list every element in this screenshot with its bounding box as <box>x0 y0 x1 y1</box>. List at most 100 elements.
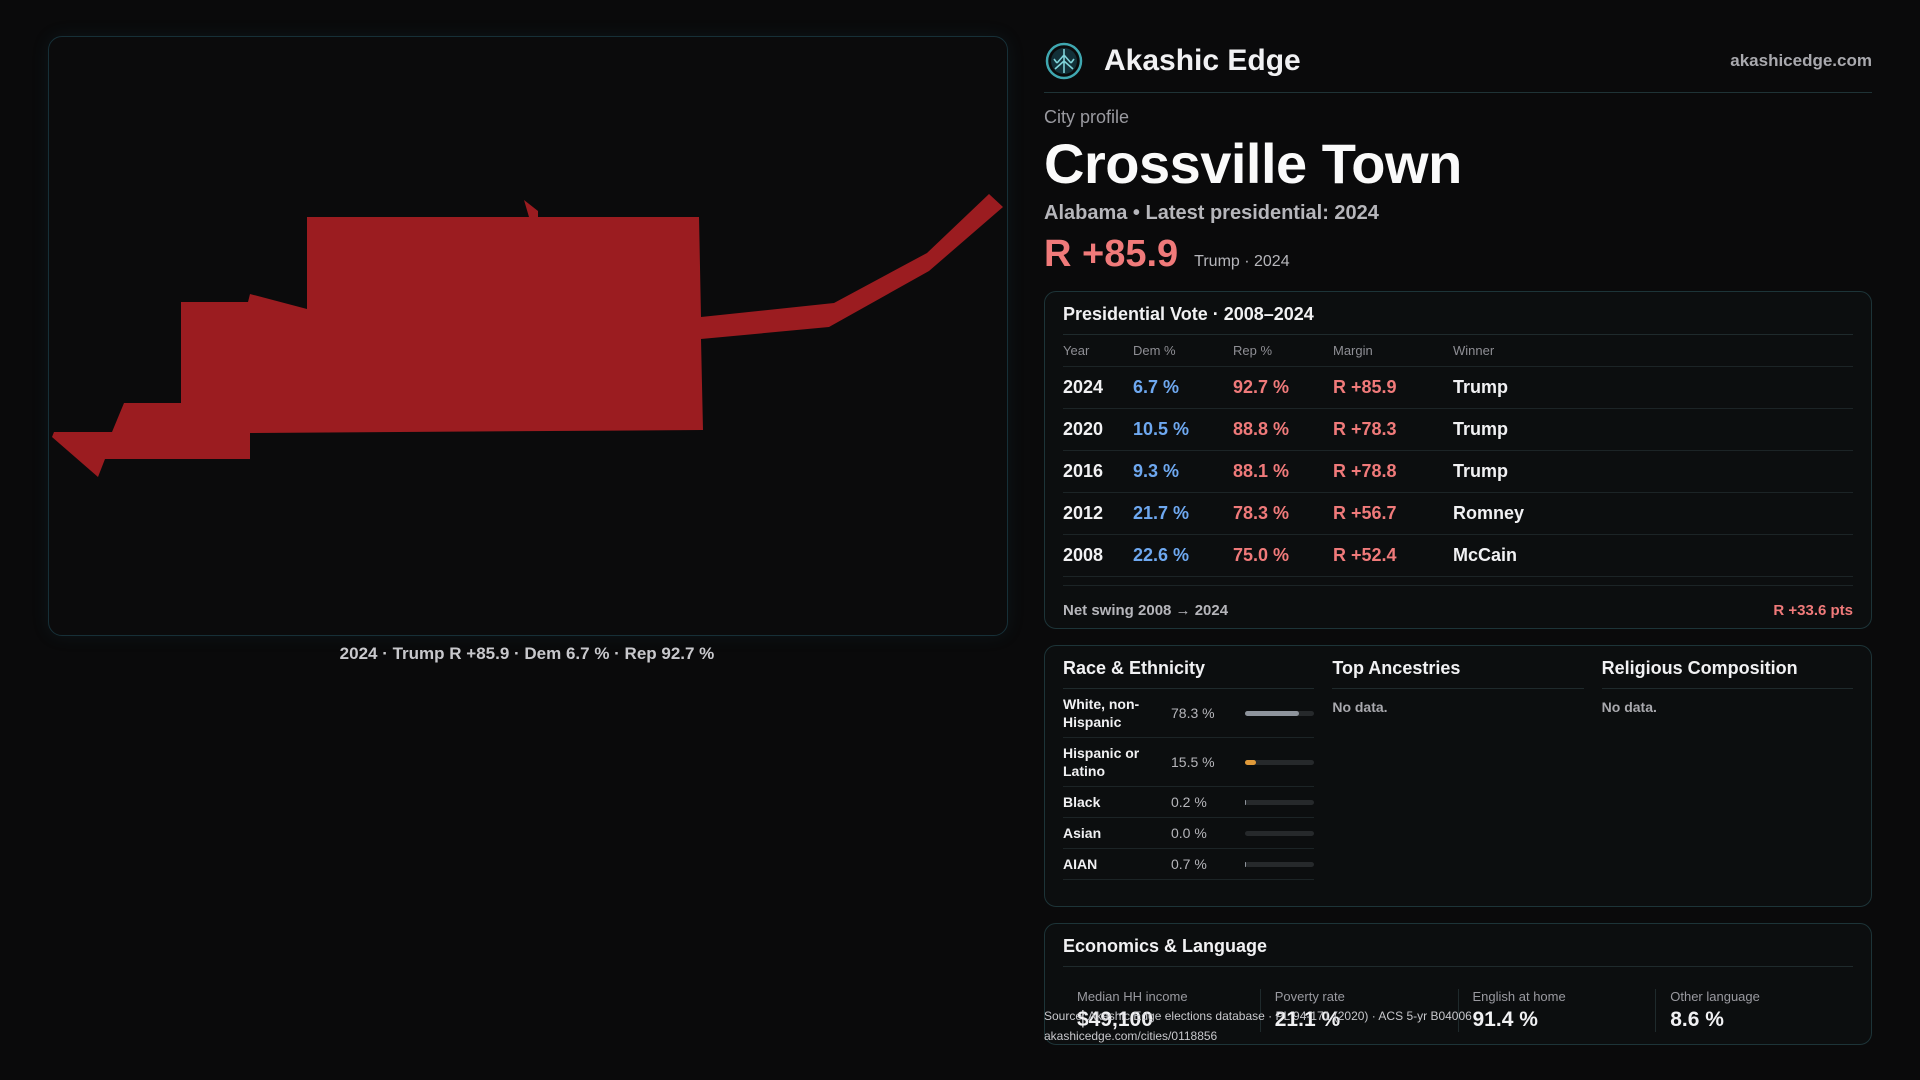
profile-panel: Akashic Edge akashicedge.com City profil… <box>1044 30 1872 1046</box>
column-header: Rep % <box>1233 335 1333 368</box>
column-header: Year <box>1063 335 1133 368</box>
section-title: Race & Ethnicity <box>1063 658 1315 690</box>
winner-cell: Romney <box>1453 492 1853 536</box>
race-percent: 0.2 % <box>1171 794 1207 811</box>
economics-card: Economics & Language Median HH income $4… <box>1044 923 1872 1046</box>
year-cell: 2016 <box>1063 450 1133 494</box>
economics-label: Other language <box>1670 989 1760 1005</box>
economics-label: Poverty rate <box>1274 989 1345 1005</box>
year-cell: 2020 <box>1063 408 1133 452</box>
race-bar-fill <box>1245 710 1300 716</box>
economics-label: Median HH income <box>1077 989 1188 1005</box>
net-swing-label: Net swing 2008 → 2024 <box>1063 602 1229 620</box>
brand-url-link[interactable]: akashicedge.com <box>1730 51 1872 70</box>
year-cell: 2024 <box>1063 366 1133 410</box>
section-title: Religious Composition <box>1601 658 1853 690</box>
race-bar <box>1245 710 1315 716</box>
race-bar <box>1245 799 1315 805</box>
race-name: Black <box>1063 794 1101 811</box>
city-boundary-shape[interactable] <box>52 194 1003 477</box>
economics-value: 8.6 % <box>1670 1008 1724 1032</box>
brand[interactable]: Akashic Edge <box>1044 41 1301 81</box>
margin-cell: R +85.9 <box>1333 366 1453 410</box>
section-title: Top Ancestries <box>1332 658 1584 690</box>
year-cell: 2008 <box>1063 534 1133 578</box>
brand-name: Akashic Edge <box>1104 44 1301 77</box>
race-bar <box>1245 759 1315 765</box>
rep-cell: 88.8 % <box>1233 408 1333 452</box>
race-percent: 15.5 % <box>1171 754 1215 771</box>
year-cell: 2012 <box>1063 492 1133 536</box>
margin-cell: R +78.3 <box>1333 408 1453 452</box>
no-data-note: No data. <box>1332 699 1388 716</box>
race-name: Hispanic or Latino <box>1063 745 1140 780</box>
race-bar-fill <box>1245 759 1256 765</box>
race-row: White, non-Hispanic 78.3 % <box>1063 689 1315 739</box>
map-caption: 2024 · Trump R +85.9 · Dem 6.7 % · Rep 9… <box>339 644 715 663</box>
race-percent: 0.7 % <box>1171 856 1207 873</box>
winner-cell: Trump <box>1453 366 1853 410</box>
headline-margin: R +85.9 Trump · 2024 <box>1044 233 1872 277</box>
table-row[interactable]: 2020 10.5 % 88.8 % R +78.3 Trump <box>1063 408 1853 452</box>
race-list: White, non-Hispanic 78.3 % Hispanic or L… <box>1063 689 1315 881</box>
race-row: Hispanic or Latino 15.5 % <box>1063 738 1315 788</box>
card-title: Presidential Vote · 2008–2024 <box>1063 304 1853 336</box>
economics-cell: Median HH income $49,100 <box>1063 989 1260 1032</box>
ancestries-section: Top Ancestries No data. <box>1332 658 1584 894</box>
race-row: Asian 0.0 % <box>1063 818 1315 850</box>
race-percent: 78.3 % <box>1171 705 1215 722</box>
margin-cell: R +52.4 <box>1333 534 1453 578</box>
winner-cell: Trump <box>1453 450 1853 494</box>
card-title: Economics & Language <box>1063 936 1853 968</box>
economics-label: English at home <box>1472 989 1566 1005</box>
dem-cell: 22.6 % <box>1133 534 1233 578</box>
race-name: Asian <box>1063 825 1102 842</box>
rep-cell: 88.1 % <box>1233 450 1333 494</box>
page-subtitle: Alabama • Latest presidential: 2024 <box>1044 202 1379 225</box>
presidential-vote-card: Presidential Vote · 2008–2024 Year Dem %… <box>1044 291 1872 630</box>
source-url-link[interactable]: akashicedge.com/cities/0118856 <box>1044 1029 1218 1043</box>
table-row[interactable]: 2008 22.6 % 75.0 % R +52.4 McCain <box>1063 534 1853 578</box>
dem-cell: 10.5 % <box>1133 408 1233 452</box>
dem-cell: 21.7 % <box>1133 492 1233 536</box>
winner-cell: Trump <box>1453 408 1853 452</box>
race-name: AIAN <box>1063 856 1098 873</box>
dem-cell: 9.3 % <box>1133 450 1233 494</box>
economics-value: $49,100 <box>1077 1008 1153 1032</box>
table-row[interactable]: 2024 6.7 % 92.7 % R +85.9 Trump <box>1063 366 1853 410</box>
net-swing-value: R +33.6 pts <box>1773 602 1853 620</box>
eyebrow-label: City profile <box>1044 107 1130 127</box>
race-ethnicity-section: Race & Ethnicity White, non-Hispanic 78.… <box>1063 658 1315 894</box>
margin-cell: R +56.7 <box>1333 492 1453 536</box>
vote-table: Year Dem % Rep % Margin Winner 2024 6.7 … <box>1063 335 1853 578</box>
map-panel[interactable] <box>48 36 1008 636</box>
economics-cell: English at home 91.4 % <box>1457 989 1656 1033</box>
column-header: Winner <box>1453 335 1853 368</box>
economics-grid: Median HH income $49,100 Poverty rate 21… <box>1063 989 1853 1033</box>
dem-cell: 6.7 % <box>1133 366 1233 410</box>
rep-cell: 92.7 % <box>1233 366 1333 410</box>
source-note: Source: Akashic Edge elections database … <box>1044 1009 1472 1023</box>
economics-cell: Other language 8.6 % <box>1655 989 1853 1033</box>
economics-value: 21.1 % <box>1274 1008 1341 1032</box>
source-footer: Source: Akashic Edge elections database … <box>1044 1006 1472 1046</box>
table-row[interactable]: 2016 9.3 % 88.1 % R +78.8 Trump <box>1063 450 1853 494</box>
net-swing-row: Net swing 2008 → 2024 R +33.6 pts <box>1063 585 1853 619</box>
economics-cell: Poverty rate 21.1 % <box>1259 989 1458 1033</box>
race-name: White, non-Hispanic <box>1063 696 1140 731</box>
no-data-note: No data. <box>1601 699 1657 716</box>
margin-cell: R +78.8 <box>1333 450 1453 494</box>
page-title: Crossville Town <box>1044 132 1462 195</box>
tree-logo-icon <box>1045 42 1083 80</box>
table-row[interactable]: 2012 21.7 % 78.3 % R +56.7 Romney <box>1063 492 1853 536</box>
column-header: Margin <box>1333 335 1453 368</box>
race-row: AIAN 0.7 % <box>1063 849 1315 881</box>
table-header-row: Year Dem % Rep % Margin Winner <box>1063 335 1853 368</box>
brand-header: Akashic Edge akashicedge.com <box>1044 30 1872 93</box>
city-boundary-map <box>52 194 1003 477</box>
economics-value: 91.4 % <box>1472 1008 1538 1032</box>
winner-cell: McCain <box>1453 534 1853 578</box>
race-percent: 0.0 % <box>1171 825 1207 842</box>
race-row: Black 0.2 % <box>1063 787 1315 819</box>
religion-section: Religious Composition No data. <box>1601 658 1853 894</box>
